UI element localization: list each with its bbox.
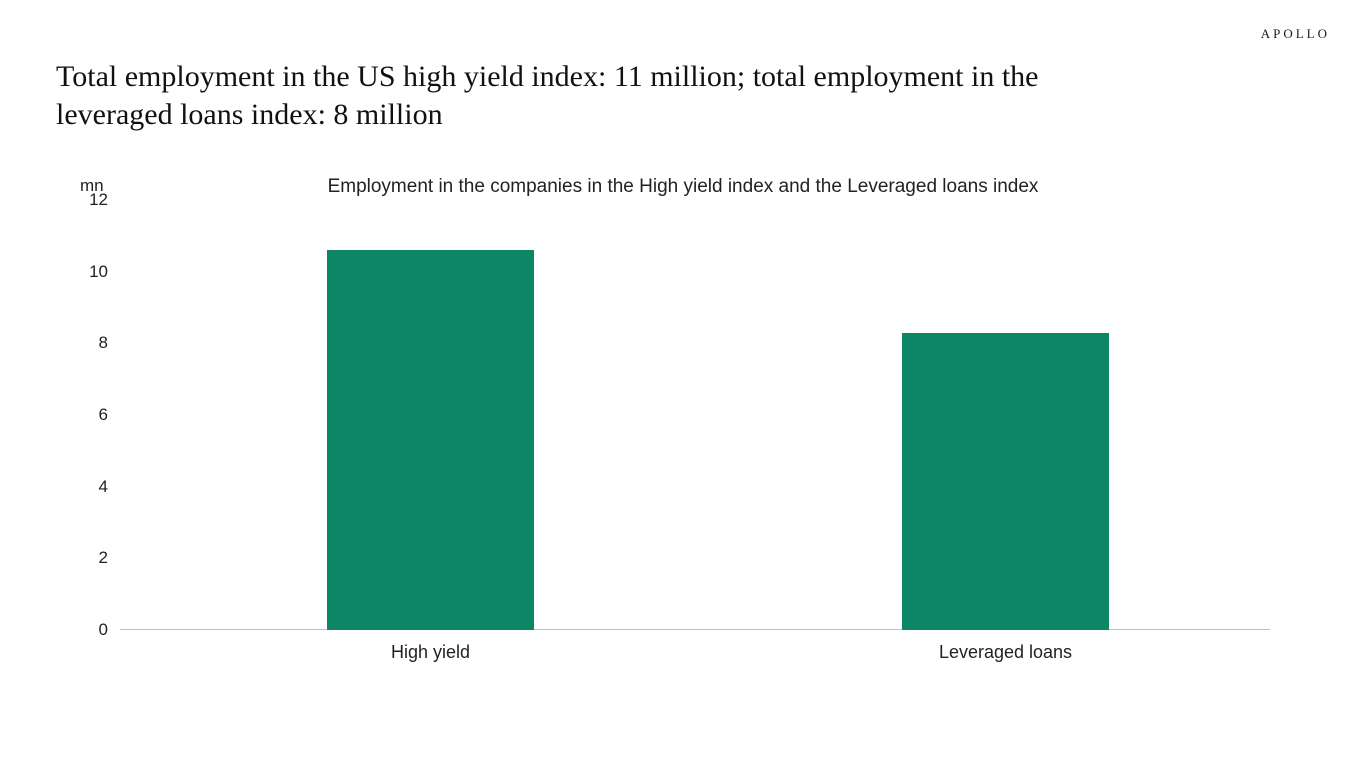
chart-plot: 024681012High yieldLeveraged loans — [120, 200, 1270, 630]
chart-area: 024681012High yieldLeveraged loans — [120, 200, 1270, 650]
brand-logo: APOLLO — [1261, 26, 1330, 42]
page-title: Total employment in the US high yield in… — [56, 58, 1146, 133]
page: APOLLO Total employment in the US high y… — [0, 0, 1366, 768]
y-tick-label: 10 — [68, 262, 108, 282]
chart-title: Employment in the companies in the High … — [0, 176, 1366, 198]
chart-bar — [327, 250, 534, 630]
y-tick-label: 8 — [68, 333, 108, 353]
x-tick-label: Leveraged loans — [939, 642, 1072, 663]
x-tick-label: High yield — [391, 642, 470, 663]
y-tick-label: 12 — [68, 190, 108, 210]
y-tick-label: 4 — [68, 477, 108, 497]
y-tick-label: 0 — [68, 620, 108, 640]
y-tick-label: 2 — [68, 548, 108, 568]
y-tick-label: 6 — [68, 405, 108, 425]
chart-bar — [902, 333, 1109, 630]
